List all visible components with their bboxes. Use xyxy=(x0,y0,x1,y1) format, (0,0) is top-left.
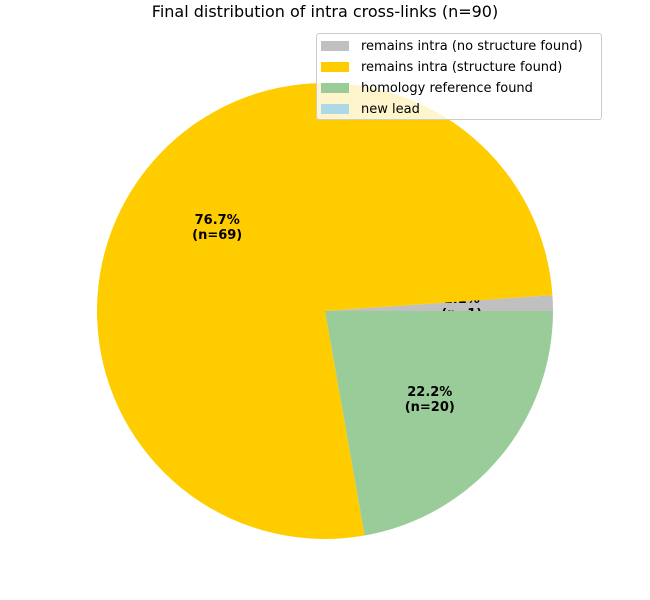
legend-label-new-lead: new lead xyxy=(361,101,420,117)
legend-item-homology: homology reference found xyxy=(321,78,533,98)
pie-label-1: 76.7% (n=69) xyxy=(192,213,242,243)
pie-slice-2 xyxy=(325,311,553,536)
pie-label-2: 22.2% (n=20) xyxy=(405,385,455,415)
legend-swatch-new-lead xyxy=(321,104,349,114)
legend: remains intra (no structure found) remai… xyxy=(316,33,602,120)
legend-swatch-homology xyxy=(321,83,349,93)
legend-swatch-structure-found xyxy=(321,62,349,72)
legend-swatch-no-structure xyxy=(321,41,349,51)
chart-title: Final distribution of intra cross-links … xyxy=(151,2,499,21)
legend-label-structure-found: remains intra (structure found) xyxy=(361,59,563,75)
legend-label-no-structure: remains intra (no structure found) xyxy=(361,38,583,54)
pie-slice-1 xyxy=(96,83,553,539)
legend-label-homology: homology reference found xyxy=(361,80,533,96)
legend-item-no-structure: remains intra (no structure found) xyxy=(321,36,583,56)
legend-item-structure-found: remains intra (structure found) xyxy=(321,57,562,77)
pie-slice-0 xyxy=(325,295,553,311)
legend-item-new-lead: new lead xyxy=(321,99,420,119)
